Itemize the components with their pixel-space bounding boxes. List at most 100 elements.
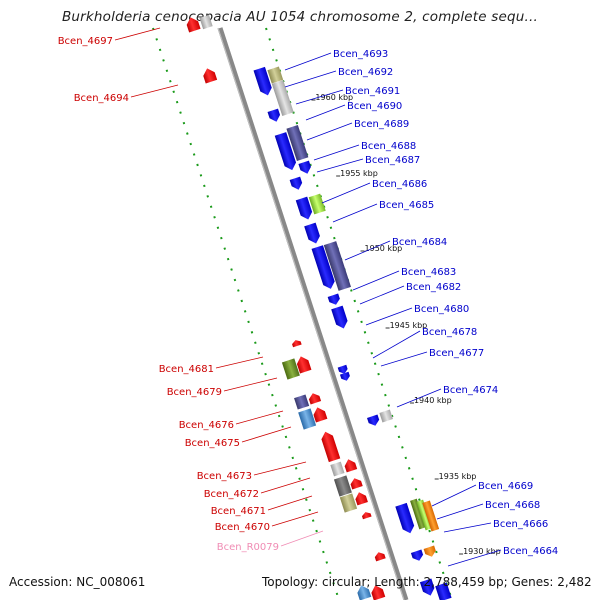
gene-block-reverse[interactable] — [330, 461, 345, 477]
gene-label-leader — [447, 549, 502, 567]
gene-label-leader — [359, 285, 405, 305]
gene-label-leader — [436, 503, 484, 520]
gene-block-forward[interactable] — [416, 499, 433, 531]
reverse-gene-label[interactable]: Bcen_4673 — [197, 471, 252, 482]
gene-arrow-forward[interactable] — [367, 414, 381, 428]
gene-block-reverse[interactable] — [339, 493, 358, 513]
kbp-tick-label: 1955 kbp — [340, 169, 378, 178]
gene-arrow-forward[interactable] — [395, 502, 416, 535]
outer-tick-ring — [265, 27, 453, 600]
gene-label-leader — [271, 511, 319, 527]
reverse-gene-label[interactable]: Bcen_4676 — [179, 420, 234, 431]
gene-block-forward[interactable] — [323, 241, 351, 291]
gene-block-reverse[interactable] — [199, 14, 213, 30]
forward-gene-label[interactable]: Bcen_4674 — [443, 385, 498, 396]
forward-gene-label[interactable]: Bcen_4688 — [361, 141, 416, 152]
chromosome-backbone — [217, 27, 409, 600]
gene-block-forward[interactable] — [435, 582, 452, 600]
gene-arrow-reverse[interactable] — [201, 66, 218, 84]
gene-arrow-reverse[interactable] — [185, 15, 201, 33]
forward-gene-label[interactable]: Bcen_4683 — [401, 267, 456, 278]
gene-arrow-forward[interactable] — [304, 222, 322, 246]
forward-gene-label[interactable]: Bcen_4689 — [354, 119, 409, 130]
gene-label-leader — [316, 158, 364, 173]
gene-arrow-reverse[interactable] — [374, 551, 386, 562]
gene-block-forward[interactable] — [308, 193, 326, 215]
rna-gene-label[interactable]: Bcen_R0079 — [217, 542, 279, 553]
gene-label-leader — [380, 351, 428, 367]
gene-block-reverse[interactable] — [333, 475, 352, 497]
reverse-gene-label[interactable]: Bcen_4679 — [167, 387, 222, 398]
gene-label-leader — [114, 27, 161, 41]
gene-label-leader — [215, 356, 264, 369]
gene-arrow-reverse[interactable] — [349, 477, 363, 490]
reverse-gene-label[interactable]: Bcen_4675 — [185, 438, 240, 449]
gene-arrow-reverse[interactable] — [291, 339, 302, 348]
gene-arrow-forward[interactable] — [339, 371, 351, 382]
gene-arrow-forward[interactable] — [419, 578, 436, 598]
forward-gene-label[interactable]: Bcen_4686 — [372, 179, 427, 190]
forward-gene-label[interactable]: Bcen_4669 — [478, 481, 533, 492]
gene-block-forward[interactable] — [271, 79, 294, 117]
gene-arrow-forward[interactable] — [295, 196, 314, 222]
forward-gene-label[interactable]: Bcen_4685 — [379, 200, 434, 211]
gene-arrow-reverse[interactable] — [361, 511, 372, 520]
forward-gene-label[interactable]: Bcen_4692 — [338, 67, 393, 78]
reverse-gene-label[interactable]: Bcen_4694 — [74, 93, 129, 104]
forward-gene-label[interactable]: Bcen_4682 — [406, 282, 461, 293]
reverse-gene-label[interactable]: Bcen_4697 — [58, 36, 113, 47]
gene-label-leader — [352, 270, 400, 291]
forward-gene-label[interactable]: Bcen_4677 — [429, 348, 484, 359]
gene-label-leader — [267, 495, 313, 511]
gene-arrow-reverse[interactable] — [343, 458, 358, 473]
gene-arrow-forward[interactable] — [331, 305, 349, 331]
gene-arrow-reverse[interactable] — [312, 405, 328, 423]
kbp-tick-label: 1950 kbp — [365, 244, 403, 253]
gene-arrow-reverse[interactable] — [308, 392, 322, 405]
forward-gene-label[interactable]: Bcen_4668 — [485, 500, 540, 511]
reverse-gene-label[interactable]: Bcen_4672 — [204, 489, 259, 500]
gene-label-leader — [260, 477, 311, 494]
forward-gene-label[interactable]: Bcen_4664 — [503, 546, 558, 557]
forward-gene-label[interactable]: Bcen_4666 — [493, 519, 548, 530]
gene-arrow-forward[interactable] — [298, 160, 312, 176]
forward-gene-label[interactable]: Bcen_4678 — [422, 327, 477, 338]
gene-label-leader — [280, 530, 324, 547]
gene-arrow-reverse[interactable] — [356, 583, 372, 600]
forward-gene-label[interactable]: Bcen_4690 — [347, 101, 402, 112]
gene-arrow-reverse[interactable] — [370, 583, 386, 600]
gene-arrow-forward[interactable] — [337, 364, 349, 375]
gene-arrow-forward[interactable] — [267, 108, 282, 124]
reverse-gene-label[interactable]: Bcen_4681 — [159, 364, 214, 375]
gene-arrow-reverse[interactable] — [320, 430, 341, 463]
gene-arrow-reverse[interactable] — [354, 491, 368, 506]
gene-block-forward[interactable] — [379, 409, 393, 423]
gene-label-leader — [344, 240, 391, 261]
inner-tick-ring — [152, 27, 340, 600]
forward-gene-label[interactable]: Bcen_4687 — [365, 155, 420, 166]
gene-block-forward[interactable] — [286, 124, 309, 162]
gene-arrow-forward[interactable] — [327, 293, 342, 307]
kbp-tick-label: 1935 kbp — [439, 472, 477, 481]
forward-gene-label[interactable]: Bcen_4684 — [392, 237, 447, 248]
gene-block-forward[interactable] — [422, 500, 440, 532]
gene-block-reverse[interactable] — [298, 408, 317, 430]
gene-arrow-reverse[interactable] — [295, 355, 312, 374]
gene-arrow-forward[interactable] — [253, 66, 274, 97]
gene-arrow-forward[interactable] — [311, 245, 337, 291]
forward-gene-label[interactable]: Bcen_4680 — [414, 304, 469, 315]
gene-arrow-forward[interactable] — [423, 545, 438, 559]
gene-block-reverse[interactable] — [294, 394, 310, 410]
chromosome-backbone-highlight — [217, 27, 405, 600]
gene-arrow-forward[interactable] — [274, 132, 298, 172]
gene-arrow-forward[interactable] — [289, 176, 304, 192]
gene-block-forward[interactable] — [410, 498, 427, 530]
gene-arrow-forward[interactable] — [410, 549, 425, 563]
forward-gene-label[interactable]: Bcen_4693 — [333, 49, 388, 60]
reverse-gene-label[interactable]: Bcen_4670 — [215, 522, 270, 533]
reverse-gene-label[interactable]: Bcen_4671 — [211, 506, 266, 517]
gene-block-reverse[interactable] — [281, 358, 300, 380]
gene-label-leader — [235, 410, 284, 425]
forward-gene-label[interactable]: Bcen_4691 — [345, 86, 400, 97]
gene-block-forward[interactable] — [267, 66, 284, 84]
